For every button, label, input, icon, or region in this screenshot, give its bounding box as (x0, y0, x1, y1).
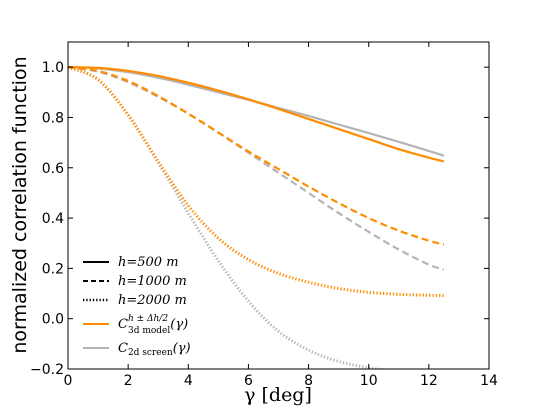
legend-label: C2d screen(γ) (118, 341, 191, 358)
y-tick-label: 0.2 (42, 261, 64, 277)
x-tick-label: 14 (480, 373, 498, 389)
y-tick-label: −0.2 (30, 362, 64, 378)
x-tick-label: 2 (124, 373, 133, 389)
legend-label: Ch ± Δh/2 3d model(γ) (118, 314, 188, 336)
legend: h=500 m h=1000 m h=2000 m Ch ± Δh/2 3d model… (83, 255, 191, 358)
legend-label: h=2000 m (118, 293, 187, 308)
x-tick-label: 4 (184, 373, 193, 389)
x-tick-label: 12 (420, 373, 438, 389)
y-tick-label: 0.0 (42, 312, 64, 328)
legend-label: h=1000 m (118, 274, 187, 289)
x-tick-label: 6 (244, 373, 253, 389)
y-tick-label: 1.0 (42, 60, 64, 76)
plot-frame (67, 41, 490, 370)
x-tick-label: 8 (304, 373, 313, 389)
x-axis-label: γ [deg] (244, 384, 312, 406)
y-tick-label: 0.8 (42, 110, 64, 126)
series-line-h-1000-m-2d-screen (68, 66, 445, 271)
series-line-h-500-m-3d-model (68, 66, 445, 163)
series-line-h-1000-m-3d-model (68, 66, 445, 246)
y-tick-label: 0.6 (42, 161, 64, 177)
y-axis-label: normalized correlation function (9, 56, 31, 353)
y-tick-label: 0.4 (42, 211, 64, 227)
series-line-h-2000-m-3d-model (68, 65, 444, 298)
legend-label: h=500 m (118, 255, 179, 270)
x-tick-label: 0 (64, 373, 73, 389)
x-tick-label: 10 (360, 373, 378, 389)
ticks-layer: 0 2 4 6 8 10 12 14 −0.2 0.0 0.2 0.4 0.6 0.8 1.0 (30, 42, 498, 389)
series-layer (68, 65, 445, 369)
